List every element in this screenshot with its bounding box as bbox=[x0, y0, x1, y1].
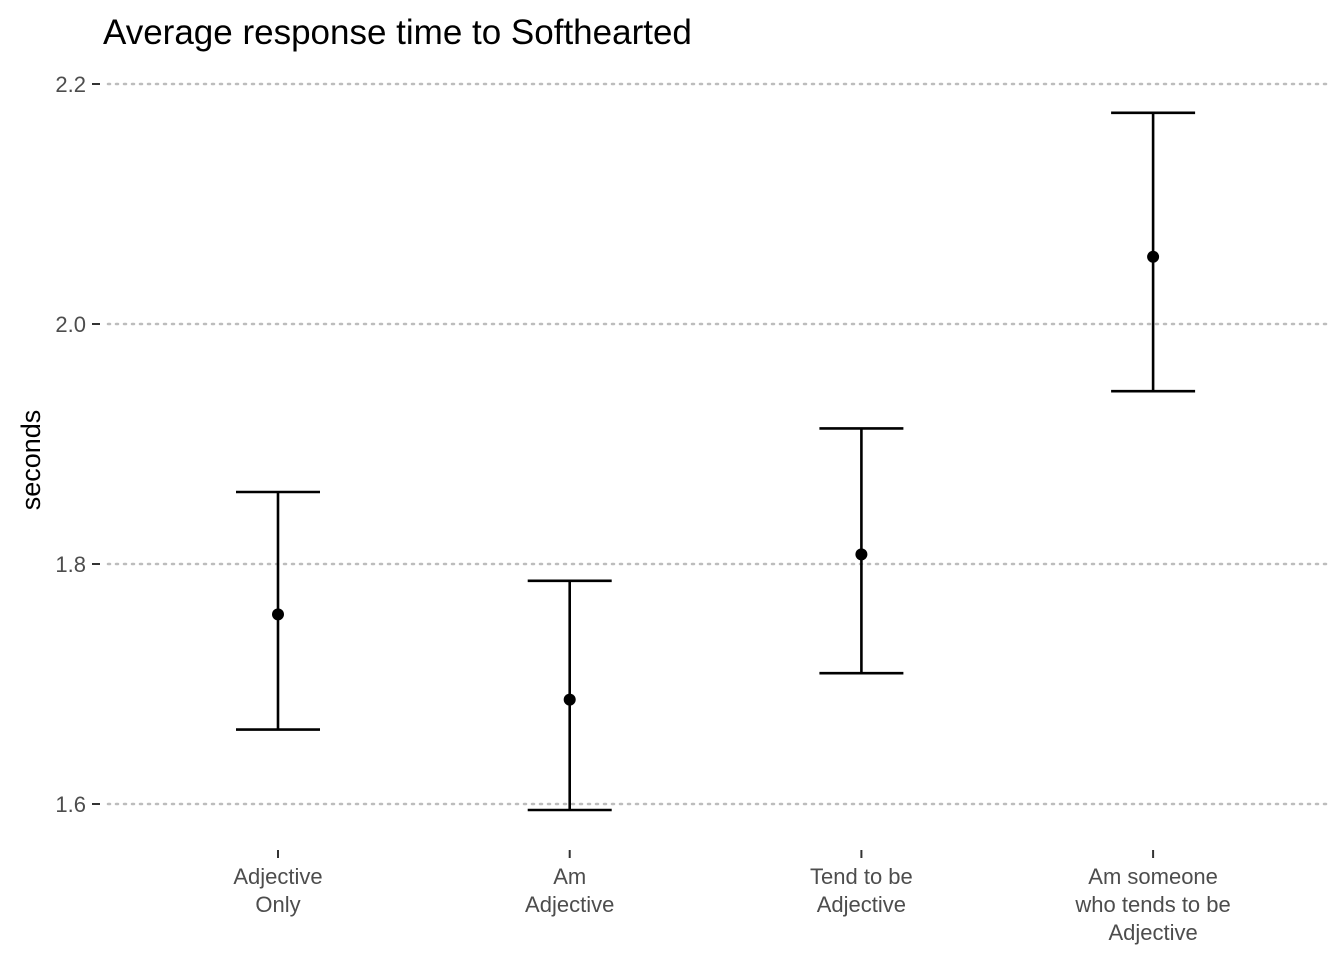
chart-title: Average response time to Softhearted bbox=[103, 13, 692, 52]
error-bars bbox=[236, 111, 1196, 812]
x-tick-label: Tend to be Adjective bbox=[810, 864, 913, 917]
x-tick-label-line: Adjective bbox=[525, 892, 614, 917]
x-tick-label: Am someone who tends to be Adjective bbox=[1074, 864, 1230, 945]
x-tick-label-line: Am bbox=[553, 864, 586, 889]
x-tick-label: Adjective Only bbox=[233, 864, 322, 917]
data-point bbox=[1147, 250, 1160, 263]
y-tick-label: 2.0 bbox=[55, 312, 86, 337]
x-tick-label-line: Adjective bbox=[817, 892, 906, 917]
y-axis-label: seconds bbox=[16, 410, 46, 511]
data-point bbox=[272, 608, 284, 621]
gridlines bbox=[106, 82, 1332, 806]
y-axis-ticks: 1.6 1.8 2.0 2.2 bbox=[55, 72, 100, 817]
x-axis-ticks: Adjective Only Am Adjective Tend to be Adject… bbox=[233, 850, 1231, 945]
x-tick-label-line: Tend to be bbox=[810, 864, 913, 889]
y-tick-label: 1.8 bbox=[55, 552, 86, 577]
x-tick-label-line: who tends to be bbox=[1074, 892, 1230, 917]
x-tick-label-line: Am someone bbox=[1088, 864, 1218, 889]
data-point bbox=[855, 548, 868, 561]
data-point bbox=[563, 693, 576, 706]
data-points bbox=[272, 250, 1160, 706]
x-tick-label-line: Only bbox=[255, 892, 300, 917]
x-tick-label: Am Adjective bbox=[525, 864, 614, 917]
x-tick-label-line: Adjective bbox=[1108, 920, 1197, 945]
y-tick-label: 1.6 bbox=[55, 792, 86, 817]
y-tick-label: 2.2 bbox=[55, 72, 86, 97]
x-tick-label-line: Adjective bbox=[233, 864, 322, 889]
